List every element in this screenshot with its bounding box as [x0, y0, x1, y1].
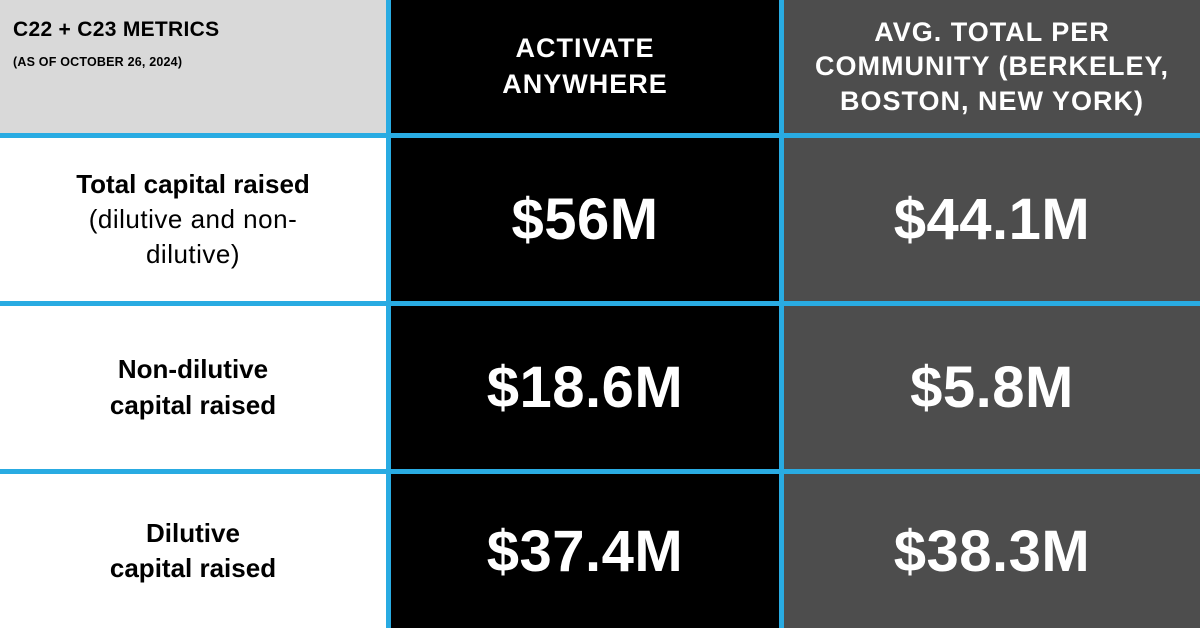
value-activate-total-capital: $56M	[391, 138, 779, 301]
row-label-note: (dilutive and non-dilutive)	[88, 203, 298, 270]
row-label-non-dilutive: Non-dilutive capital raised	[0, 306, 386, 469]
metric-value: $44.1M	[893, 187, 1091, 252]
metric-value: $5.8M	[910, 355, 1074, 420]
value-activate-non-dilutive: $18.6M	[391, 306, 779, 469]
row-label-line2: capital raised	[109, 553, 277, 583]
metric-value: $38.3M	[893, 518, 1091, 584]
row-label-total-capital: Total capital raised (dilutive and non-d…	[0, 138, 386, 301]
column-header-avg-per-community: AVG. TOTAL PER COMMUNITY (BERKELEY, BOST…	[784, 0, 1200, 133]
table-title: C22 + C23 METRICS	[13, 18, 220, 41]
table-date-note: (AS OF OCTOBER 26, 2024)	[13, 55, 183, 69]
metric-value: $18.6M	[486, 355, 684, 420]
row-label-line2: capital raised	[109, 389, 277, 420]
column-header-label: AVG. TOTAL PER COMMUNITY (BERKELEY, BOST…	[814, 16, 1170, 116]
row-label-text: Total capital raised	[76, 168, 310, 199]
value-avg-total-capital: $44.1M	[784, 138, 1200, 301]
value-avg-non-dilutive: $5.8M	[784, 306, 1200, 469]
row-label-dilutive: Dilutive capital raised	[0, 474, 386, 628]
value-avg-dilutive: $38.3M	[784, 474, 1200, 628]
table-corner-header: C22 + C23 METRICS (AS OF OCTOBER 26, 202…	[0, 0, 386, 133]
column-header-activate-anywhere: ACTIVATE ANYWHERE	[391, 0, 779, 133]
metric-value: $56M	[511, 187, 659, 252]
column-header-label: ACTIVATE ANYWHERE	[502, 33, 668, 99]
row-label-line1: Dilutive	[146, 517, 240, 548]
value-activate-dilutive: $37.4M	[391, 474, 779, 628]
metric-value: $37.4M	[486, 518, 684, 584]
row-label-line1: Non-dilutive	[117, 354, 269, 385]
